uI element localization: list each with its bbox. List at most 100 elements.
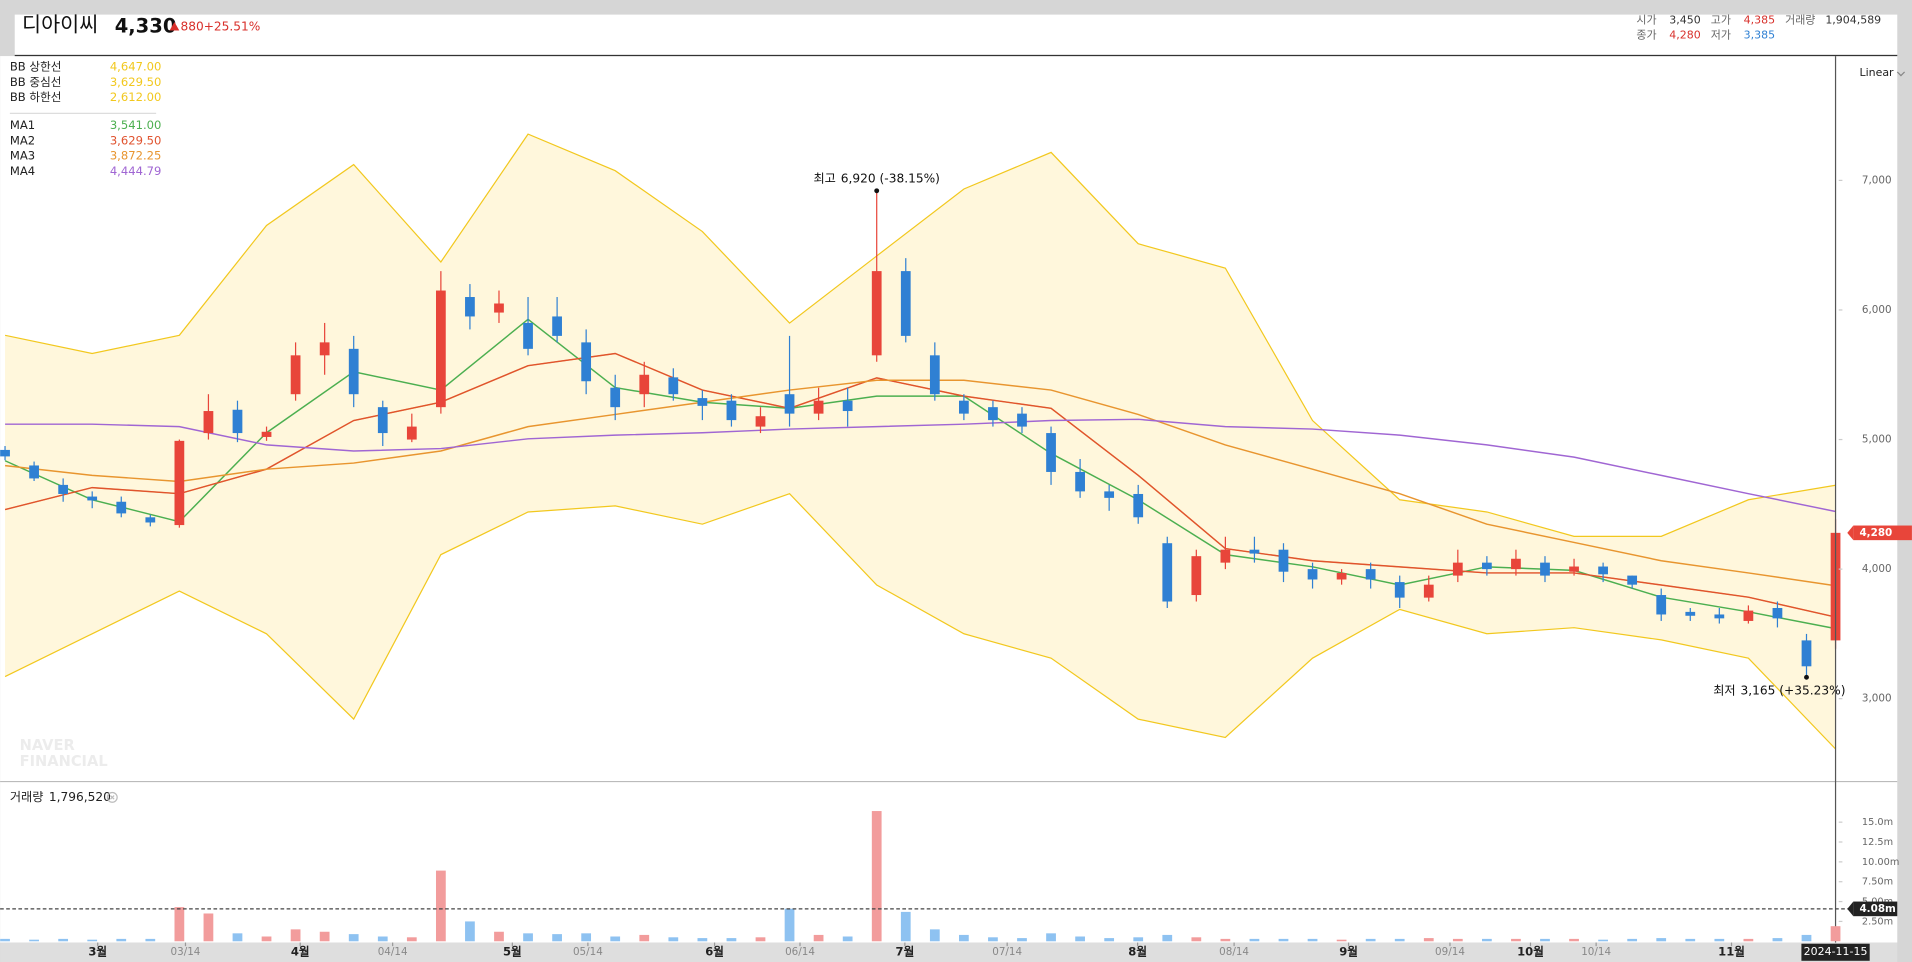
volume-bar xyxy=(668,937,679,942)
candle-body xyxy=(0,449,10,457)
candle-body xyxy=(1133,493,1144,518)
y-tick-label: 12.5m xyxy=(1862,837,1893,848)
extreme-annotation: 최고 6,920 (-38.15%) xyxy=(813,171,939,185)
candle-body xyxy=(1394,582,1405,598)
x-tick-label: 10월 xyxy=(1517,945,1544,959)
volume-bar xyxy=(1133,937,1144,942)
candle-body xyxy=(1540,562,1550,576)
y-tick-label: 7.50m xyxy=(1862,877,1893,888)
x-tick-label: 8월 xyxy=(1128,945,1147,959)
candle-body xyxy=(552,316,562,336)
volume-bar xyxy=(1482,938,1492,942)
dropdown-chevron[interactable] xyxy=(1896,71,1906,77)
candle-body xyxy=(174,440,185,526)
legend-label: BB 상한선 xyxy=(10,60,62,74)
candle-body xyxy=(1452,562,1463,576)
candle-body xyxy=(319,342,330,356)
annotation-prefix: 최고 xyxy=(813,171,835,185)
x-tick-label: 11월 xyxy=(1718,945,1745,959)
x-tick-label: 03/14 xyxy=(171,946,201,958)
volume-bar xyxy=(929,929,940,942)
y-tick-label: 6,000 xyxy=(1862,304,1892,316)
volume-bar xyxy=(1017,938,1027,942)
indicator-line xyxy=(5,379,1836,587)
quote-label: 종가 xyxy=(1636,28,1656,41)
candle-body xyxy=(1104,491,1115,498)
candle-body xyxy=(1772,607,1783,619)
price-change: 880 xyxy=(181,19,204,33)
quote-label: 고가 xyxy=(1711,14,1731,27)
candle-body xyxy=(145,517,156,523)
candle-body xyxy=(871,271,882,356)
extreme-marker xyxy=(874,188,880,194)
y-tick-label: 3,000 xyxy=(1862,693,1892,705)
volume-bar xyxy=(58,938,69,942)
candle-body xyxy=(581,342,592,382)
legend-value: 2,612.00 xyxy=(110,90,162,104)
candle-body xyxy=(1801,640,1812,667)
volume-bar xyxy=(290,929,301,942)
candle-body xyxy=(610,387,621,408)
volume-bar xyxy=(552,934,562,942)
candle-body xyxy=(465,297,475,317)
volume-bar xyxy=(1569,938,1579,942)
candle-body xyxy=(1511,558,1521,570)
indicator-line xyxy=(5,418,1836,513)
annotation-label: 3,165 (+35.23%) xyxy=(1741,683,1846,697)
candle-body xyxy=(58,484,69,494)
legend-label: MA4 xyxy=(10,164,35,178)
volume-bar xyxy=(726,938,737,942)
candle-body xyxy=(1162,543,1173,602)
candle-body xyxy=(435,290,446,408)
volume-bar xyxy=(755,937,766,942)
volume-title: 거래량 xyxy=(10,790,44,804)
candle-body xyxy=(1656,595,1667,615)
legend-value: 3,541.00 xyxy=(110,118,162,132)
volume-bar xyxy=(261,936,272,942)
candle-body xyxy=(697,398,708,406)
candle-body xyxy=(406,426,417,440)
volume-bar xyxy=(1075,936,1085,942)
watermark: NAVER xyxy=(20,737,75,754)
candle-body xyxy=(1046,433,1056,472)
scale-mode[interactable]: Linear xyxy=(1859,66,1894,79)
x-tick-label: 5월 xyxy=(503,945,522,959)
candle-body xyxy=(232,409,243,434)
volume-bar xyxy=(1307,938,1318,942)
close-icon[interactable] xyxy=(106,791,118,803)
volume-bar xyxy=(900,911,911,942)
volume-bar xyxy=(1656,938,1667,942)
x-tick-label: 07/14 xyxy=(992,946,1022,958)
candle-body xyxy=(1482,562,1492,570)
y-tick-label: 4,000 xyxy=(1862,563,1892,575)
y-tick-label: 2.50m xyxy=(1862,916,1893,927)
candle-body xyxy=(494,303,504,313)
legend-label: BB 중심선 xyxy=(10,75,62,89)
x-tick-label: 06/14 xyxy=(785,946,815,958)
candle-body xyxy=(1627,575,1638,585)
volume-bar xyxy=(1046,933,1056,942)
candle-body xyxy=(959,400,969,414)
watermark: FINANCIAL xyxy=(20,753,108,770)
close-icon-x[interactable] xyxy=(110,795,115,800)
candle-body xyxy=(1336,573,1347,580)
volume-bar xyxy=(319,931,330,942)
volume-bar xyxy=(871,811,882,942)
volume-bar xyxy=(377,936,388,942)
legend-label: MA1 xyxy=(10,118,35,132)
volume-bar xyxy=(174,907,185,942)
quote-label: 시가 xyxy=(1636,14,1656,27)
volume-bar xyxy=(959,934,969,942)
volume-bar xyxy=(1452,938,1463,942)
candle-body xyxy=(1598,566,1608,575)
volume-bar xyxy=(523,933,533,942)
candle-body xyxy=(1365,569,1376,580)
extreme-marker xyxy=(1804,674,1809,680)
volume-bar xyxy=(1830,926,1841,942)
x-axis-bg xyxy=(0,942,1898,962)
candle-body xyxy=(290,355,301,395)
stock-name: 디아이씨 xyxy=(22,13,98,37)
candle-body xyxy=(1191,556,1202,596)
legend-label: BB 하한선 xyxy=(10,90,62,104)
